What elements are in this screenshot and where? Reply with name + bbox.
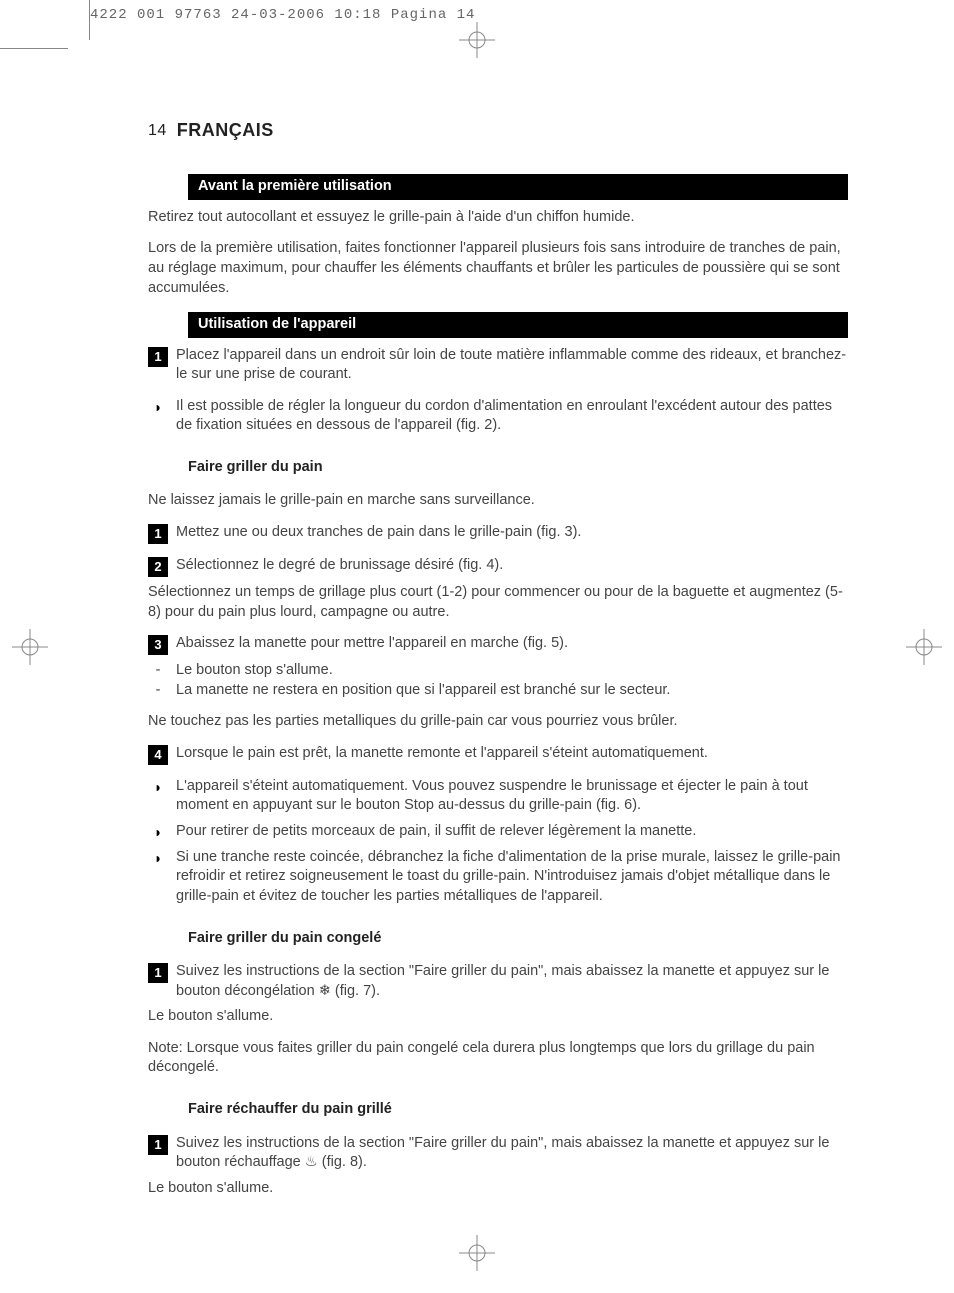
step-text: Mettez une ou deux tranches de pain dans… [176, 523, 848, 544]
bullet-item: ◗ Pour retirer de petits morceaux de pai… [148, 822, 848, 842]
warning-text: Ne laissez jamais le grille-pain en marc… [148, 491, 848, 511]
page-title: 14 FRANÇAIS [148, 118, 848, 142]
registration-mark-icon [12, 629, 48, 665]
step-number-badge: 1 [148, 1135, 168, 1155]
step-number-badge: 3 [148, 635, 168, 655]
section-heading: Avant la première utilisation [188, 174, 848, 200]
body-text: Lors de la première utilisation, faites … [148, 239, 848, 298]
registration-mark-icon [459, 22, 495, 58]
bullet-icon: ◗ [148, 778, 168, 816]
print-mark: 4222 001 97763 24-03-2006 10:18 Pagina 1… [90, 6, 475, 25]
step-text: Lorsque le pain est prêt, la manette rem… [176, 744, 848, 765]
step-text: Abaissez la manette pour mettre l'appare… [176, 634, 848, 655]
bullet-text: Si une tranche reste coincée, débranchez… [176, 848, 848, 907]
step-text: Placez l'appareil dans un endroit sûr lo… [176, 346, 848, 385]
crop-mark [78, 0, 90, 40]
step-text: Suivez les instructions de la section "F… [176, 962, 848, 1001]
numbered-step: 3 Abaissez la manette pour mettre l'appa… [148, 634, 848, 655]
dash-list: -Le bouton stop s'allume. -La manette ne… [148, 661, 848, 700]
body-text: Le bouton s'allume. [148, 1179, 848, 1199]
numbered-step: 1 Suivez les instructions de la section … [148, 962, 848, 1001]
bullet-text: Pour retirer de petits morceaux de pain,… [176, 822, 848, 842]
numbered-step: 1 Mettez une ou deux tranches de pain da… [148, 523, 848, 544]
numbered-step: 1 Suivez les instructions de la section … [148, 1134, 848, 1173]
bullet-item: ◗ L'appareil s'éteint automatiquement. V… [148, 777, 848, 816]
page-title-text: FRANÇAIS [177, 120, 274, 140]
crop-mark [0, 48, 68, 60]
subsection-heading: Faire griller du pain congelé [188, 929, 848, 949]
step-text: Suivez les instructions de la section "F… [176, 1134, 848, 1173]
dash-icon: - [148, 661, 168, 681]
bullet-icon: ◗ [148, 823, 168, 842]
bullet-icon: ◗ [148, 849, 168, 907]
step-number-badge: 1 [148, 963, 168, 983]
subsection-heading: Faire griller du pain [188, 458, 848, 478]
body-text: Sélectionnez un temps de grillage plus c… [148, 583, 848, 622]
numbered-step: 1 Placez l'appareil dans un endroit sûr … [148, 346, 848, 385]
step-number-badge: 4 [148, 745, 168, 765]
step-number-badge: 1 [148, 524, 168, 544]
bullet-item: ◗ Si une tranche reste coincée, débranch… [148, 848, 848, 907]
step-text: Sélectionnez le degré de brunissage dési… [176, 556, 848, 577]
list-item-text: La manette ne restera en position que si… [176, 681, 670, 701]
bullet-item: ◗ Il est possible de régler la longueur … [148, 397, 848, 436]
numbered-step: 4 Lorsque le pain est prêt, la manette r… [148, 744, 848, 765]
warning-text: Ne touchez pas les parties metalliques d… [148, 712, 848, 732]
body-text: Le bouton s'allume. [148, 1007, 848, 1027]
page-number: 14 [148, 122, 167, 139]
section-heading: Utilisation de l'appareil [188, 312, 848, 338]
bullet-text: Il est possible de régler la longueur du… [176, 397, 848, 436]
body-text: Retirez tout autocollant et essuyez le g… [148, 208, 848, 228]
bullet-icon: ◗ [148, 398, 168, 436]
step-number-badge: 2 [148, 557, 168, 577]
subsection-heading: Faire réchauffer du pain grillé [188, 1100, 848, 1120]
list-item-text: Le bouton stop s'allume. [176, 661, 333, 681]
step-number-badge: 1 [148, 347, 168, 367]
dash-icon: - [148, 681, 168, 701]
registration-mark-icon [459, 1235, 495, 1271]
registration-mark-icon [906, 629, 942, 665]
numbered-step: 2 Sélectionnez le degré de brunissage dé… [148, 556, 848, 577]
note-text: Note: Lorsque vous faites griller du pai… [148, 1039, 848, 1078]
page-content: 14FRANÇAIS Avant la première utilisation… [148, 118, 848, 1210]
bullet-text: L'appareil s'éteint automatiquement. Vou… [176, 777, 848, 816]
